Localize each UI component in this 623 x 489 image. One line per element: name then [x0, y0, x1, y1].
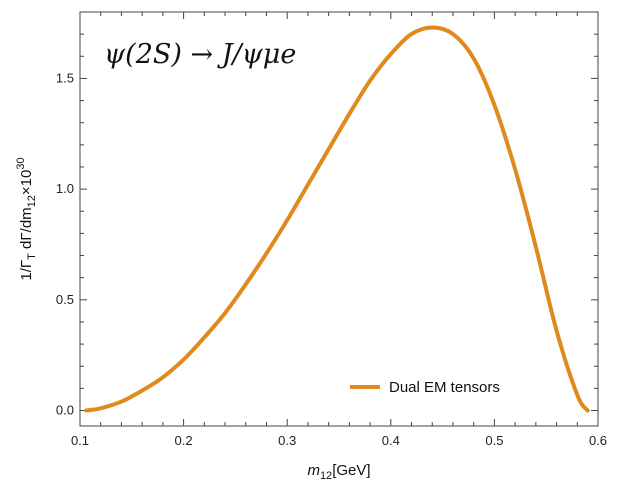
- x-axis-title: m12[GeV]: [307, 462, 370, 482]
- plot-frame: [79, 11, 599, 427]
- y-tick-label: 0.0: [56, 403, 74, 418]
- y-axis-title: 1/ΓT dΓ/dm12×1030: [15, 157, 38, 280]
- x-tick-label: 0.3: [278, 433, 296, 448]
- x-tick-label: 0.2: [175, 433, 193, 448]
- x-tick-label: 0.4: [382, 433, 400, 448]
- x-tick-label: 0.1: [71, 433, 89, 448]
- legend: Dual EM tensors: [350, 379, 500, 396]
- y-tick-label: 1.0: [56, 181, 74, 196]
- x-tick-label: 0.6: [589, 433, 607, 448]
- x-tick-label: 0.5: [485, 433, 503, 448]
- chart-title: ψ(2S) → J/ψμe: [104, 39, 296, 70]
- series-line-dual-em-tensors: [84, 25, 590, 413]
- y-tick-label: 1.5: [56, 70, 74, 85]
- y-tick-label: 0.5: [56, 292, 74, 307]
- legend-label: Dual EM tensors: [389, 379, 500, 396]
- ticks: [79, 12, 599, 426]
- tick-labels: 0.1 0.2 0.3 0.4 0.5 0.6 0.0 0.5 1.0 1.5: [56, 70, 607, 448]
